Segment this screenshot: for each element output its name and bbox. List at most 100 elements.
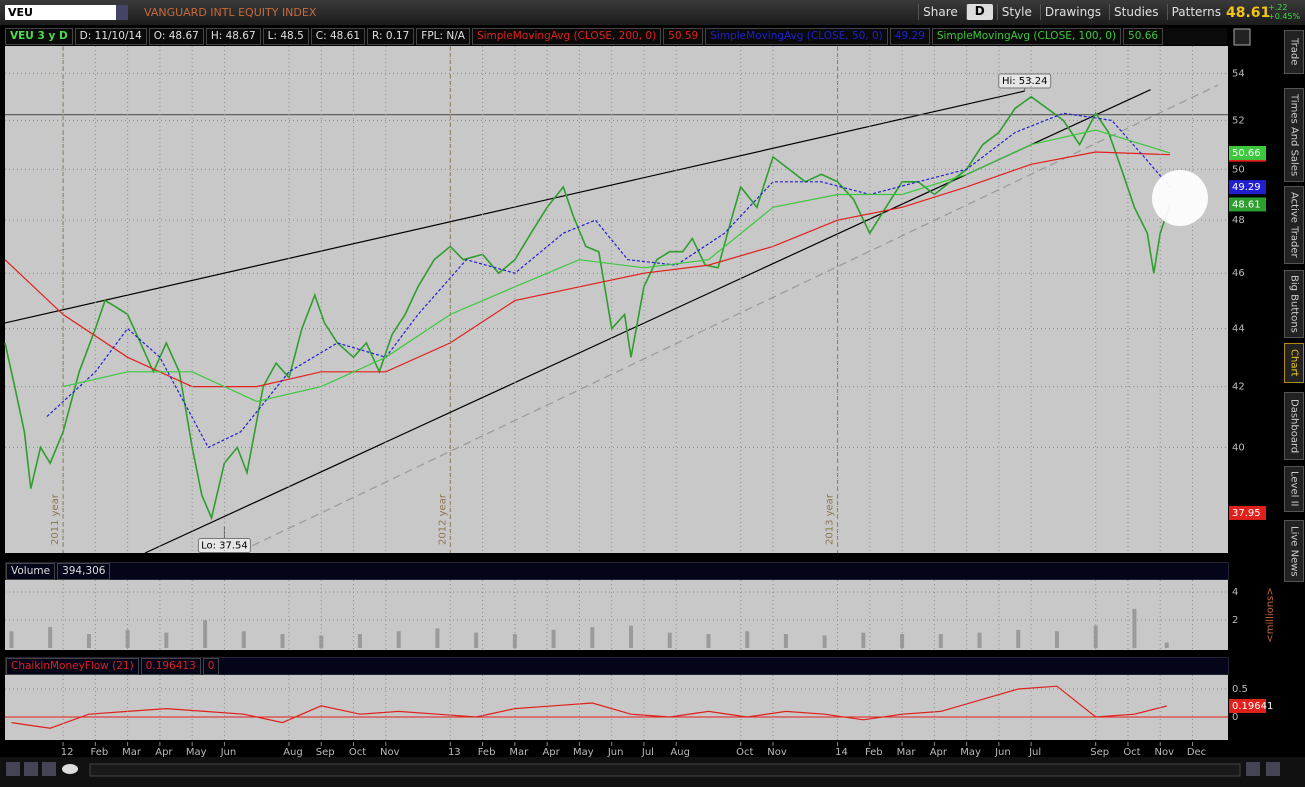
volume-bar <box>512 634 517 649</box>
pan-button[interactable] <box>42 762 56 776</box>
annotation-label: Lo: 37.54 <box>201 540 248 551</box>
x-tick-label: Mar <box>509 747 529 758</box>
zoom-button[interactable] <box>6 762 20 776</box>
volume-bar <box>706 634 711 649</box>
header-field: FPL: N/A <box>416 28 470 45</box>
volume-bar <box>822 635 827 649</box>
price-badge <box>1229 505 1266 520</box>
study-value: 50.66 <box>1123 28 1164 45</box>
x-tick-label: Jul <box>641 747 654 758</box>
volume-bar <box>783 634 788 649</box>
x-tick-label: Mar <box>897 747 917 758</box>
change: +.22 +0.45% <box>1268 3 1300 21</box>
scrollbar[interactable] <box>89 763 1241 777</box>
toolbar-button[interactable]: D <box>965 4 993 20</box>
header-field: L: 48.5 <box>262 28 309 45</box>
toolbar-button[interactable]: Style <box>996 4 1036 20</box>
annotation-label: Hi: 53.24 <box>1002 76 1047 87</box>
trend-line <box>240 84 1219 552</box>
volume-bar <box>861 632 866 649</box>
x-tick-label: 14 <box>835 747 848 758</box>
price-badge <box>1229 197 1266 212</box>
toolbar: VEU VANGUARD INTL EQUITY INDEX Share D Sty… <box>0 0 1305 25</box>
x-tick-label: Sep <box>1090 747 1109 758</box>
toolbar-button[interactable]: Share <box>918 4 962 20</box>
x-tick-label: Nov <box>380 747 400 758</box>
cmf-header: ChaikinMoneyFlow (21) 0.196413 0 <box>5 657 1229 675</box>
x-tick-label: Apr <box>155 747 173 758</box>
toolbar-button[interactable]: Drawings <box>1039 4 1105 20</box>
x-tick-label: Feb <box>478 747 496 758</box>
y-tick-label: 0.5 <box>1232 684 1248 695</box>
volume-bar <box>125 629 130 649</box>
sidebar-tab[interactable]: Active Trader <box>1284 186 1304 264</box>
volume-bar <box>280 634 285 649</box>
volume-bar <box>629 625 634 649</box>
volume-bar <box>900 634 905 649</box>
panel: 24 <box>5 580 1238 650</box>
x-tick-label: Feb <box>865 747 883 758</box>
toolbar-button[interactable]: Studies <box>1109 4 1163 20</box>
price-badge-label: 37.95 <box>1232 508 1261 519</box>
symbol-input[interactable]: VEU <box>5 5 116 20</box>
header-field: VEU 3 y D <box>5 28 73 45</box>
x-tick-label: May <box>186 747 207 758</box>
volume-bar <box>435 628 440 649</box>
volume-bar <box>1016 629 1021 649</box>
volume-bar <box>1132 608 1137 649</box>
scroll-right[interactable] <box>1246 762 1260 776</box>
x-tick-label: Apr <box>930 747 948 758</box>
year-label: 2011 year <box>50 493 61 545</box>
study-value: 0.196413 <box>140 657 201 675</box>
chart-header: VEU 3 y D D: 11/10/14 O: 48.67 H: 48.67 L: 4… <box>5 28 1227 45</box>
x-tick-label: Dec <box>1187 747 1206 758</box>
last-price: 48.61 <box>1226 5 1271 21</box>
x-tick-label: Jun <box>994 747 1011 758</box>
annotation-box <box>998 73 1052 89</box>
chart-settings[interactable] <box>1233 28 1251 46</box>
plot-area <box>5 580 1228 650</box>
volume-bar <box>241 631 246 649</box>
year-label: 2012 year <box>437 493 448 545</box>
volume-bar <box>1054 631 1059 649</box>
x-tick-label: May <box>573 747 594 758</box>
volume-bar <box>9 631 14 649</box>
toolbar-button[interactable]: Patterns <box>1166 4 1225 20</box>
x-tick-label: 12 <box>61 747 74 758</box>
series-line <box>62 129 1171 403</box>
volume-bar <box>164 632 169 649</box>
header-field: D: 11/10/14 <box>74 28 147 45</box>
volume-bar <box>474 632 479 649</box>
x-tick-label: Aug <box>283 747 303 758</box>
x-tick-label: Nov <box>767 747 787 758</box>
header-field: R: 0.17 <box>367 28 415 45</box>
toolbar-buttons: Share D Style Drawings Studies Patterns <box>918 4 1225 20</box>
expand-button[interactable] <box>1266 762 1280 776</box>
symbol-dropdown[interactable] <box>116 5 128 20</box>
header-field: H: 48.67 <box>205 28 261 45</box>
drawing-toggle[interactable] <box>62 764 78 774</box>
sidebar-tab[interactable]: Big Buttons <box>1284 270 1304 338</box>
y-tick-label: 52 <box>1232 115 1245 126</box>
sidebar-tab[interactable]: Dashboard <box>1284 392 1304 460</box>
sidebar-tab[interactable]: Level II <box>1284 466 1304 512</box>
study-value: 49.29 <box>889 28 930 45</box>
y-tick-label: 0 <box>1232 712 1238 723</box>
net-change: +.22 <box>1268 3 1288 12</box>
y-axis-label: <millions> <box>1265 587 1276 642</box>
series-line <box>46 112 1171 449</box>
sidebar-tab[interactable]: Chart <box>1284 343 1304 383</box>
y-tick-label: 2 <box>1232 615 1238 626</box>
volume-bar <box>86 634 91 649</box>
study-value: 50.59 <box>663 28 704 45</box>
volume-bar <box>977 632 982 649</box>
crosshair-button[interactable] <box>24 762 38 776</box>
sidebar-tab[interactable]: Trade <box>1284 30 1304 74</box>
study-name: ChaikinMoneyFlow (21) <box>6 657 139 675</box>
x-tick-label: Aug <box>670 747 690 758</box>
study-value: 394,306 <box>57 562 111 580</box>
sidebar-tab[interactable]: Times And Sales <box>1284 88 1304 182</box>
sidebar-tab[interactable]: Live News <box>1284 520 1304 582</box>
